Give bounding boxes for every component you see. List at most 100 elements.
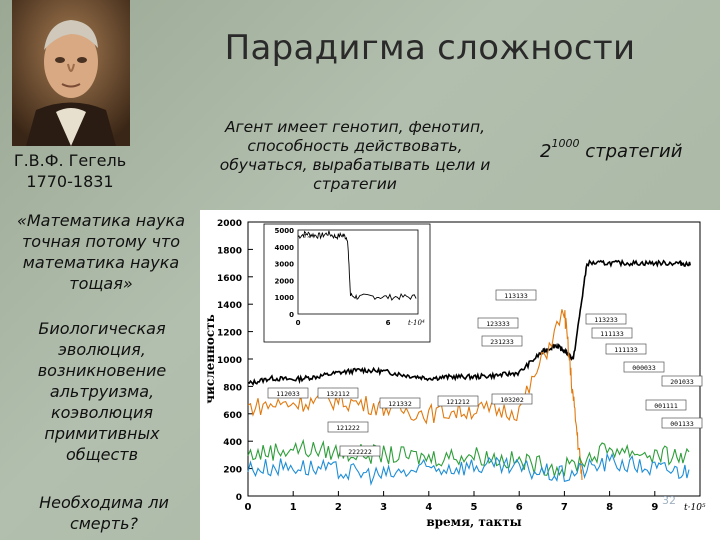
portrait-caption: Г.В.Ф. Гегель 1770-1831 (0, 150, 140, 192)
caption-years: 1770-1831 (26, 172, 114, 191)
strategy-label-text: 123333 (486, 320, 510, 328)
strategy-label: 201033 (661, 375, 703, 387)
strategy-label: 222222 (339, 445, 381, 457)
strategy-label: 112033 (267, 387, 309, 399)
strategy-label-text: 121212 (446, 398, 470, 406)
strategies-exponent: 1000 (551, 137, 580, 150)
inset-frame (263, 223, 431, 343)
strategy-label: 111133 (605, 343, 647, 355)
inset-y-tick-label: 4000 (275, 244, 295, 252)
strategy-label-box (327, 421, 369, 433)
y-tick-label: 600 (223, 411, 242, 421)
strategy-label-text: 111133 (600, 330, 624, 338)
strategy-label: 121332 (379, 397, 421, 409)
strategy-label-box (379, 397, 421, 409)
strategy-label-box (339, 445, 381, 457)
strategy-label-text: 113133 (504, 292, 528, 300)
caption-name: Г.В.Ф. Гегель (13, 151, 127, 170)
strategies-word: стратегий (585, 141, 683, 162)
strategy-label-text: 001111 (654, 402, 678, 410)
strategy-label-box (645, 399, 687, 411)
inset-y-tick-label: 1000 (275, 294, 295, 302)
quote-text: «Математика наука точная потому что мате… (17, 211, 185, 293)
strategy-label-text: 111133 (614, 346, 638, 354)
slide-title: Парадигма сложности (224, 28, 636, 68)
strategy-label-text: 132112 (326, 390, 350, 398)
x-unit-label: t·10⁵ (684, 503, 706, 513)
x-tick-label: 6 (516, 502, 523, 513)
inset-y-tick-label: 0 (289, 311, 294, 319)
x-tick-label: 2 (335, 502, 342, 513)
strategy-label-box (267, 387, 309, 399)
strategy-label-text: 222222 (348, 448, 372, 456)
strategy-label: 000033 (623, 361, 665, 373)
x-axis-label: время, такты (426, 515, 521, 529)
strategy-label: 121212 (437, 395, 479, 407)
strategy-label: 001133 (661, 417, 703, 429)
inset-x-unit-label: t·10⁴ (408, 319, 425, 327)
y-tick-label: 200 (223, 466, 242, 476)
strategy-label: 111133 (591, 327, 633, 339)
x-tick-label: 5 (471, 502, 478, 513)
strategies-base: 2 (540, 141, 552, 162)
x-tick-label: 9 (651, 502, 658, 513)
agent-description: Агент имеет генотип, фенотип, способност… (219, 118, 491, 193)
strategy-label-box (437, 395, 479, 407)
hegel-portrait (12, 0, 130, 146)
strategies-count: 21000 стратегий (540, 137, 683, 162)
y-tick-label: 1200 (217, 329, 242, 339)
strategy-label-box (591, 327, 633, 339)
strategy-label-box (623, 361, 665, 373)
strategy-label-text: 201033 (670, 378, 694, 386)
series-line-2 (247, 438, 690, 477)
series-line-3 (247, 452, 690, 486)
strategy-label-box (317, 387, 359, 399)
chart-plot-area (247, 258, 691, 486)
strategy-label-text: 103202 (500, 396, 524, 404)
strategy-label-text: 112033 (276, 390, 300, 398)
strategy-label-text: 231233 (490, 338, 514, 346)
y-tick-label: 0 (236, 493, 242, 503)
y-axis-label: численность (203, 314, 217, 404)
strategy-label-box (661, 417, 703, 429)
y-tick-label: 2000 (217, 219, 242, 229)
strategy-label-box (661, 375, 703, 387)
strategy-label-box (477, 317, 519, 329)
strategy-label-text: 113233 (594, 316, 618, 324)
strategy-label-box (605, 343, 647, 355)
x-tick-label: 0 (245, 502, 252, 513)
strategy-label-text: 121332 (388, 400, 412, 408)
inset-x-tick-label: 0 (296, 319, 301, 327)
strategy-label-box (481, 335, 523, 347)
death-question: Необходима ли смерть? (39, 493, 169, 533)
strategy-label-text: 001133 (670, 420, 694, 428)
inset-y-tick-label: 5000 (275, 227, 295, 235)
chart-box-labels: 1131331233332312331132331111331111330000… (267, 289, 703, 457)
series-line-0 (247, 258, 691, 387)
x-tick-label: 3 (380, 502, 387, 513)
strategy-label: 103202 (491, 393, 533, 405)
inset-y-label: rₙ (304, 232, 310, 240)
strategy-label: 123333 (477, 317, 519, 329)
strategy-label: 113233 (585, 313, 627, 325)
y-tick-label: 1600 (217, 274, 242, 284)
inset-y-tick-label: 2000 (275, 277, 295, 285)
y-tick-label: 1400 (217, 301, 242, 311)
strategy-label: 132112 (317, 387, 359, 399)
page-number: 32 (662, 494, 676, 507)
x-tick-label: 4 (425, 502, 432, 513)
strategy-label: 121222 (327, 421, 369, 433)
chart-inset: 5000 4000 3000 2000 1000 00 6 t·10⁴ rₙ (263, 223, 431, 343)
inset-plot-frame (297, 229, 419, 315)
inset-series-line (297, 230, 417, 301)
x-tick-label: 1 (290, 502, 297, 513)
strategy-label: 113133 (495, 289, 537, 301)
y-tick-label: 1000 (217, 356, 242, 366)
x-tick-label: 8 (606, 502, 613, 513)
strategy-label-text: 121222 (336, 424, 360, 432)
y-tick-label: 1800 (217, 246, 242, 256)
strategy-label-box (585, 313, 627, 325)
